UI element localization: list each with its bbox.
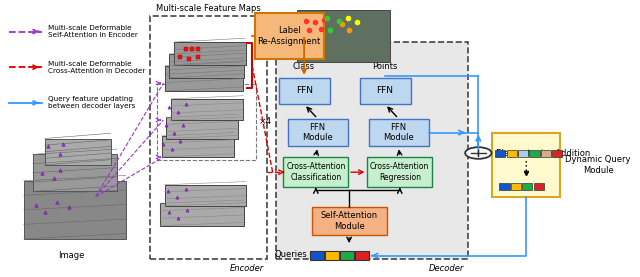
- Text: Multi-scale Deformable
Self-Attention In Encoder: Multi-scale Deformable Self-Attention In…: [48, 25, 138, 38]
- FancyBboxPatch shape: [495, 150, 506, 157]
- Circle shape: [465, 147, 492, 159]
- FancyBboxPatch shape: [173, 42, 246, 65]
- Text: Label
Re-Assignment: Label Re-Assignment: [257, 27, 321, 46]
- Text: Class: Class: [292, 62, 315, 71]
- Text: Dynamic Query
Module: Dynamic Query Module: [565, 155, 631, 175]
- FancyBboxPatch shape: [24, 181, 125, 239]
- Text: Points: Points: [372, 62, 397, 71]
- Text: Decoder: Decoder: [429, 264, 465, 273]
- FancyBboxPatch shape: [276, 42, 468, 259]
- Text: ⋮: ⋮: [520, 160, 532, 173]
- FancyBboxPatch shape: [255, 13, 324, 59]
- Text: Image: Image: [58, 251, 85, 260]
- FancyBboxPatch shape: [552, 150, 563, 157]
- FancyBboxPatch shape: [296, 11, 390, 62]
- Text: Cross-Attention
Regression: Cross-Attention Regression: [370, 163, 429, 182]
- FancyBboxPatch shape: [506, 150, 516, 157]
- FancyBboxPatch shape: [160, 203, 244, 226]
- FancyBboxPatch shape: [278, 78, 330, 104]
- Text: Element-wise Addition: Element-wise Addition: [497, 148, 591, 158]
- Text: Query feature updating
between decoder layers: Query feature updating between decoder l…: [48, 96, 135, 109]
- FancyBboxPatch shape: [312, 207, 387, 235]
- FancyBboxPatch shape: [166, 117, 239, 138]
- FancyBboxPatch shape: [45, 138, 111, 165]
- FancyBboxPatch shape: [511, 183, 521, 190]
- FancyBboxPatch shape: [340, 251, 354, 260]
- Text: FFN: FFN: [376, 86, 394, 96]
- FancyBboxPatch shape: [541, 150, 551, 157]
- Text: ×4: ×4: [259, 117, 272, 127]
- FancyBboxPatch shape: [164, 66, 243, 91]
- Text: FFN
Module: FFN Module: [383, 123, 414, 142]
- FancyBboxPatch shape: [310, 251, 324, 260]
- FancyBboxPatch shape: [287, 119, 348, 147]
- FancyBboxPatch shape: [367, 157, 432, 187]
- FancyBboxPatch shape: [172, 99, 243, 120]
- FancyBboxPatch shape: [492, 133, 561, 197]
- FancyBboxPatch shape: [518, 150, 528, 157]
- Text: Cross-Attention
Classification: Cross-Attention Classification: [286, 163, 346, 182]
- Text: FFN
Module: FFN Module: [302, 123, 333, 142]
- FancyBboxPatch shape: [33, 154, 116, 191]
- FancyBboxPatch shape: [360, 78, 411, 104]
- FancyBboxPatch shape: [369, 119, 429, 147]
- Text: Self-Attention
Module: Self-Attention Module: [321, 211, 378, 231]
- FancyBboxPatch shape: [499, 183, 509, 190]
- FancyBboxPatch shape: [170, 54, 244, 78]
- Text: Queries: Queries: [275, 250, 307, 259]
- Text: Encoder: Encoder: [229, 264, 264, 273]
- FancyBboxPatch shape: [162, 136, 234, 157]
- FancyBboxPatch shape: [325, 251, 339, 260]
- Text: Multi-scale Deformable
Cross-Attention In Decoder: Multi-scale Deformable Cross-Attention I…: [48, 61, 145, 74]
- FancyBboxPatch shape: [534, 183, 544, 190]
- Text: Multi-scale Feature Maps: Multi-scale Feature Maps: [156, 4, 260, 13]
- FancyBboxPatch shape: [529, 150, 540, 157]
- FancyBboxPatch shape: [355, 251, 369, 260]
- FancyBboxPatch shape: [164, 185, 246, 206]
- Text: FFN: FFN: [296, 86, 312, 96]
- FancyBboxPatch shape: [522, 183, 532, 190]
- FancyBboxPatch shape: [284, 157, 348, 187]
- Text: ×6: ×6: [280, 47, 294, 57]
